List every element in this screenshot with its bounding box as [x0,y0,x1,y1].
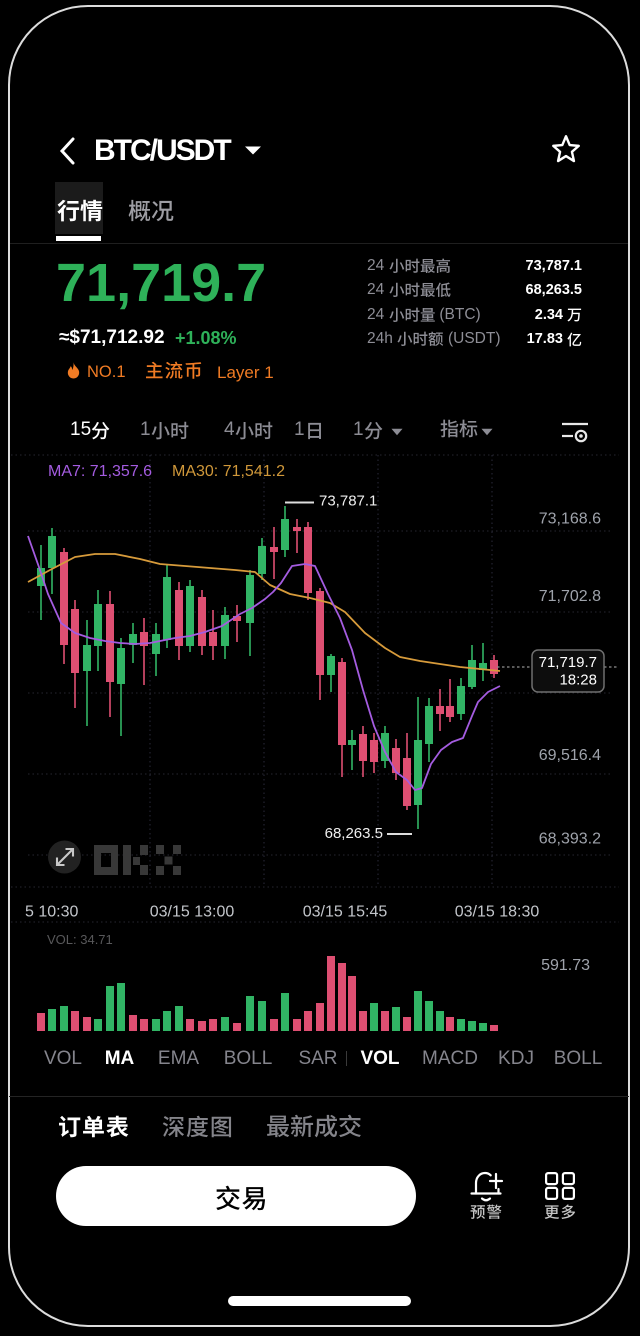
svg-text:591.73: 591.73 [541,957,590,974]
svg-text:68,393.2: 68,393.2 [539,831,601,848]
svg-text:69,516.4: 69,516.4 [539,747,601,764]
svg-text:5 10:30: 5 10:30 [25,904,78,921]
svg-text:03/15 18:30: 03/15 18:30 [455,904,540,921]
svg-text:18:28: 18:28 [559,672,597,689]
svg-text:03/15 15:45: 03/15 15:45 [303,904,388,921]
svg-text:03/15 13:00: 03/15 13:00 [150,904,235,921]
svg-text:73,787.1: 73,787.1 [319,493,377,510]
svg-text:VOL: 34.71: VOL: 34.71 [47,932,113,947]
svg-text:71,702.8: 71,702.8 [539,588,601,605]
svg-text:73,168.6: 73,168.6 [539,510,601,527]
svg-text:68,263.5: 68,263.5 [325,825,383,842]
svg-text:71,719.7: 71,719.7 [539,654,597,671]
